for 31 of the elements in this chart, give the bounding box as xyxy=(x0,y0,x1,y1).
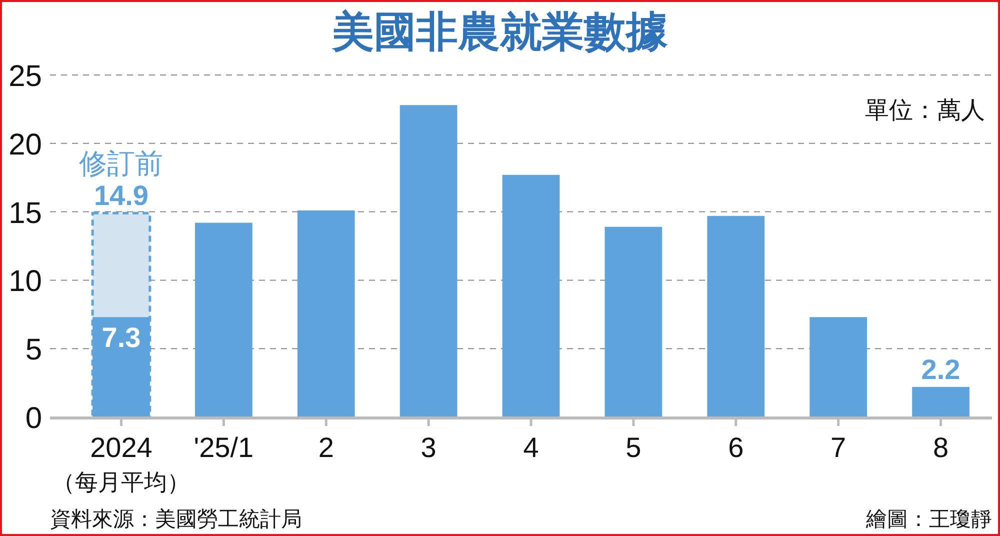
bar xyxy=(194,222,252,417)
x-tick-label: 2024 （每月平均） xyxy=(52,432,190,495)
y-tick-label: 10 xyxy=(8,265,42,298)
bar xyxy=(912,386,970,417)
x-tick-label: 6 xyxy=(728,432,744,463)
x-tick-label: 2 xyxy=(318,432,334,463)
y-tick-label: 20 xyxy=(8,128,42,162)
y-tick-label: 5 xyxy=(25,334,42,367)
series-label: 修訂前 xyxy=(79,148,164,180)
y-tick-label: 15 xyxy=(8,196,42,230)
text: 繪圖：王瓊靜 xyxy=(865,508,992,531)
x-tick-label: '25/1 xyxy=(194,432,254,463)
bar xyxy=(707,216,765,417)
data-label: 14.9 xyxy=(94,180,148,212)
x-tick-label: 4 xyxy=(523,432,539,463)
bar xyxy=(502,174,560,417)
y-tick-label: 25 xyxy=(8,60,42,93)
bar xyxy=(810,317,868,417)
source-note: 資料來源：美國勞工統計局 xyxy=(50,508,302,531)
x-tick-label: 3 xyxy=(420,432,436,463)
data-label: 2.2 xyxy=(921,354,960,385)
y-tick-label: 0 xyxy=(25,402,42,435)
bar xyxy=(297,210,355,417)
bar xyxy=(604,226,662,417)
bar xyxy=(400,105,458,417)
annotation: 單位：萬人 xyxy=(865,97,985,124)
x-tick-label: 5 xyxy=(626,432,642,463)
x-tick-label: 7 xyxy=(830,432,846,463)
x-tick-label: 8 xyxy=(932,432,949,463)
data-label: 7.3 xyxy=(102,322,141,354)
chart-title: 美國非農就業數據 xyxy=(331,8,668,55)
